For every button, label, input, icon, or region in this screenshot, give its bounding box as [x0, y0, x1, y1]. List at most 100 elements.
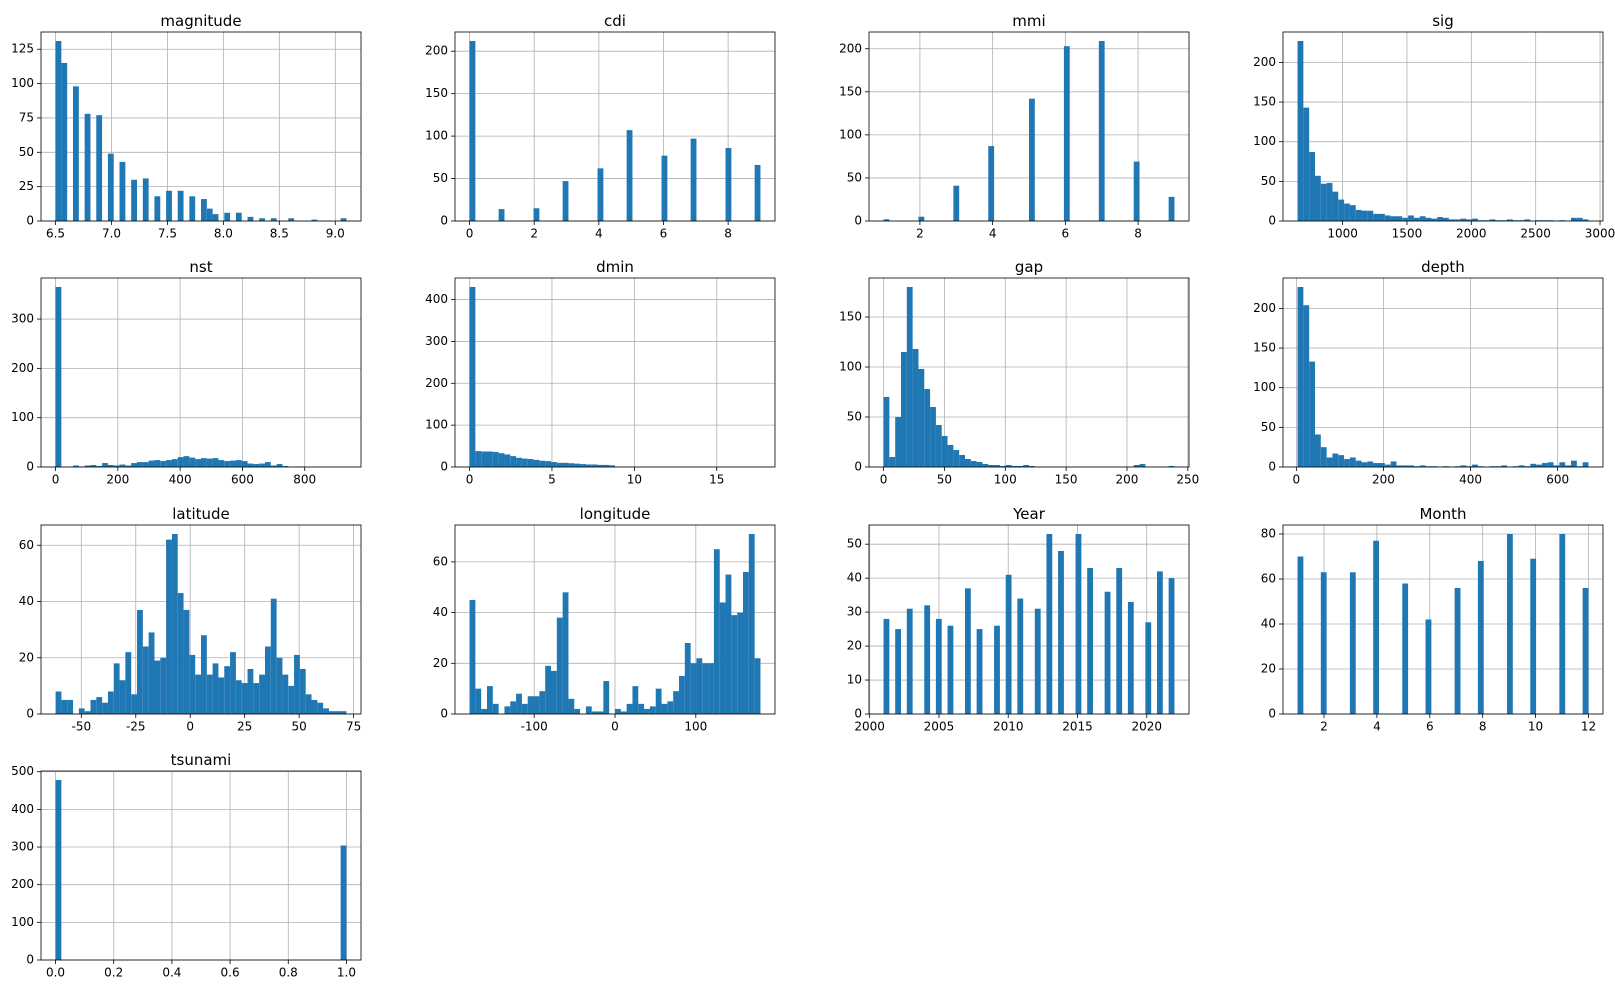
- histogram-bar: [562, 181, 569, 221]
- histogram-bar: [270, 218, 277, 221]
- subplot-title: gap: [1015, 258, 1043, 276]
- histogram-bar: [504, 706, 511, 714]
- x-tick-label: 2: [1320, 720, 1328, 734]
- histogram-bar: [1396, 216, 1403, 221]
- subplot: 0 2 4 6 8 0 50 100 150 200 cdi: [425, 12, 776, 241]
- histogram-bar: [918, 216, 925, 221]
- histogram-bar: [545, 665, 551, 714]
- histogram-bar: [148, 632, 155, 714]
- histogram-bar: [568, 698, 575, 714]
- y-tick-label: 200: [1253, 301, 1276, 315]
- histogram-bar: [78, 708, 85, 714]
- histogram-bar: [1145, 622, 1152, 714]
- x-tick-label: 8: [1479, 720, 1487, 734]
- histogram-bar: [340, 711, 347, 714]
- x-tick-label: 2: [916, 227, 924, 241]
- histogram-bar: [516, 693, 522, 714]
- histogram-bar: [1349, 205, 1356, 221]
- histogram-bar: [481, 708, 487, 714]
- x-tick-label: 7.0: [102, 227, 121, 241]
- histogram-bar: [189, 654, 196, 714]
- histogram-bar: [1320, 447, 1327, 467]
- histogram-bar: [1402, 465, 1409, 467]
- histogram-bar: [224, 461, 231, 467]
- histogram-bar: [1023, 465, 1029, 467]
- subplot-title: Year: [1012, 505, 1046, 523]
- histogram-bar: [748, 534, 755, 714]
- axes-frame: [1282, 277, 1604, 468]
- histogram-bar: [61, 699, 68, 714]
- histogram-bar: [661, 155, 668, 221]
- histogram-bar: [510, 456, 517, 467]
- histogram-bar: [684, 643, 691, 714]
- histogram-bar: [883, 397, 890, 467]
- histogram-bar: [1075, 534, 1082, 714]
- histogram-bar: [1536, 464, 1542, 467]
- y-tick-label: 40: [847, 571, 862, 585]
- histogram-bar: [102, 463, 108, 467]
- histogram-bar: [241, 683, 248, 714]
- histogram-bar: [708, 663, 714, 714]
- x-tick-label: 0: [466, 227, 474, 241]
- histogram-bar: [1034, 608, 1041, 714]
- histogram-bar: [585, 464, 592, 467]
- histogram-bar: [247, 463, 254, 467]
- histogram-bar: [1349, 572, 1356, 714]
- histogram-bar: [142, 178, 149, 221]
- histogram-bar: [953, 185, 960, 221]
- histogram-bar: [247, 669, 254, 714]
- histogram-bar: [562, 592, 569, 714]
- subplot-title: dmin: [596, 258, 634, 276]
- histogram-bar: [1046, 534, 1053, 714]
- x-tick-label: 150: [1055, 473, 1078, 487]
- histogram-bar: [1413, 217, 1420, 221]
- y-tick-label: 150: [425, 86, 448, 100]
- histogram-bar: [469, 41, 476, 221]
- histogram-bar: [177, 190, 184, 221]
- histogram-bar: [924, 605, 931, 714]
- histogram-bar: [1017, 598, 1024, 714]
- y-tick-label: 0: [440, 460, 448, 474]
- histogram-bar: [1472, 464, 1478, 467]
- x-tick-label: 9.0: [326, 227, 345, 241]
- y-tick-label: 20: [847, 639, 862, 653]
- subplot: 0 200 400 600 800 0 100 200 300 nst: [11, 258, 362, 487]
- histogram-bar: [1058, 550, 1064, 714]
- histogram-bar: [1425, 217, 1432, 221]
- histogram-bar: [276, 464, 283, 467]
- histogram-bar: [580, 464, 586, 467]
- histogram-bar: [1530, 558, 1537, 714]
- x-tick-label: -25: [126, 720, 146, 734]
- x-tick-label: 15: [709, 473, 724, 487]
- y-tick-label: 60: [1261, 572, 1276, 586]
- histogram-bar: [988, 465, 995, 467]
- histogram-bar: [131, 179, 137, 221]
- y-tick-label: 400: [11, 802, 34, 816]
- y-tick-label: 40: [1261, 617, 1276, 631]
- histogram-bar: [475, 451, 482, 467]
- histogram-bar: [1320, 183, 1327, 221]
- histogram-bar: [603, 681, 610, 714]
- histogram-bar: [241, 461, 248, 467]
- histogram-bar: [1373, 540, 1379, 714]
- histogram-bar: [1454, 219, 1461, 221]
- histogram-bar: [299, 669, 306, 714]
- axes-frame: [40, 277, 362, 468]
- histogram-bar: [195, 674, 201, 714]
- histogram-bar: [1017, 466, 1024, 467]
- histogram-bar: [166, 460, 172, 467]
- histogram-bar: [1344, 203, 1350, 221]
- histogram-bar: [119, 680, 126, 714]
- y-tick-label: 40: [433, 605, 448, 619]
- y-tick-label: 0: [440, 214, 448, 228]
- histogram-bar: [1379, 463, 1385, 467]
- histogram-bar: [568, 463, 575, 467]
- x-tick-label: 0: [466, 473, 474, 487]
- histogram-bar: [90, 699, 97, 714]
- histogram-bar: [1338, 199, 1345, 221]
- histogram-bar: [649, 706, 656, 714]
- histogram-bar: [177, 593, 184, 714]
- histogram-bar: [1425, 619, 1432, 714]
- histogram-bar: [1029, 466, 1035, 467]
- x-tick-label: 4: [1373, 720, 1381, 734]
